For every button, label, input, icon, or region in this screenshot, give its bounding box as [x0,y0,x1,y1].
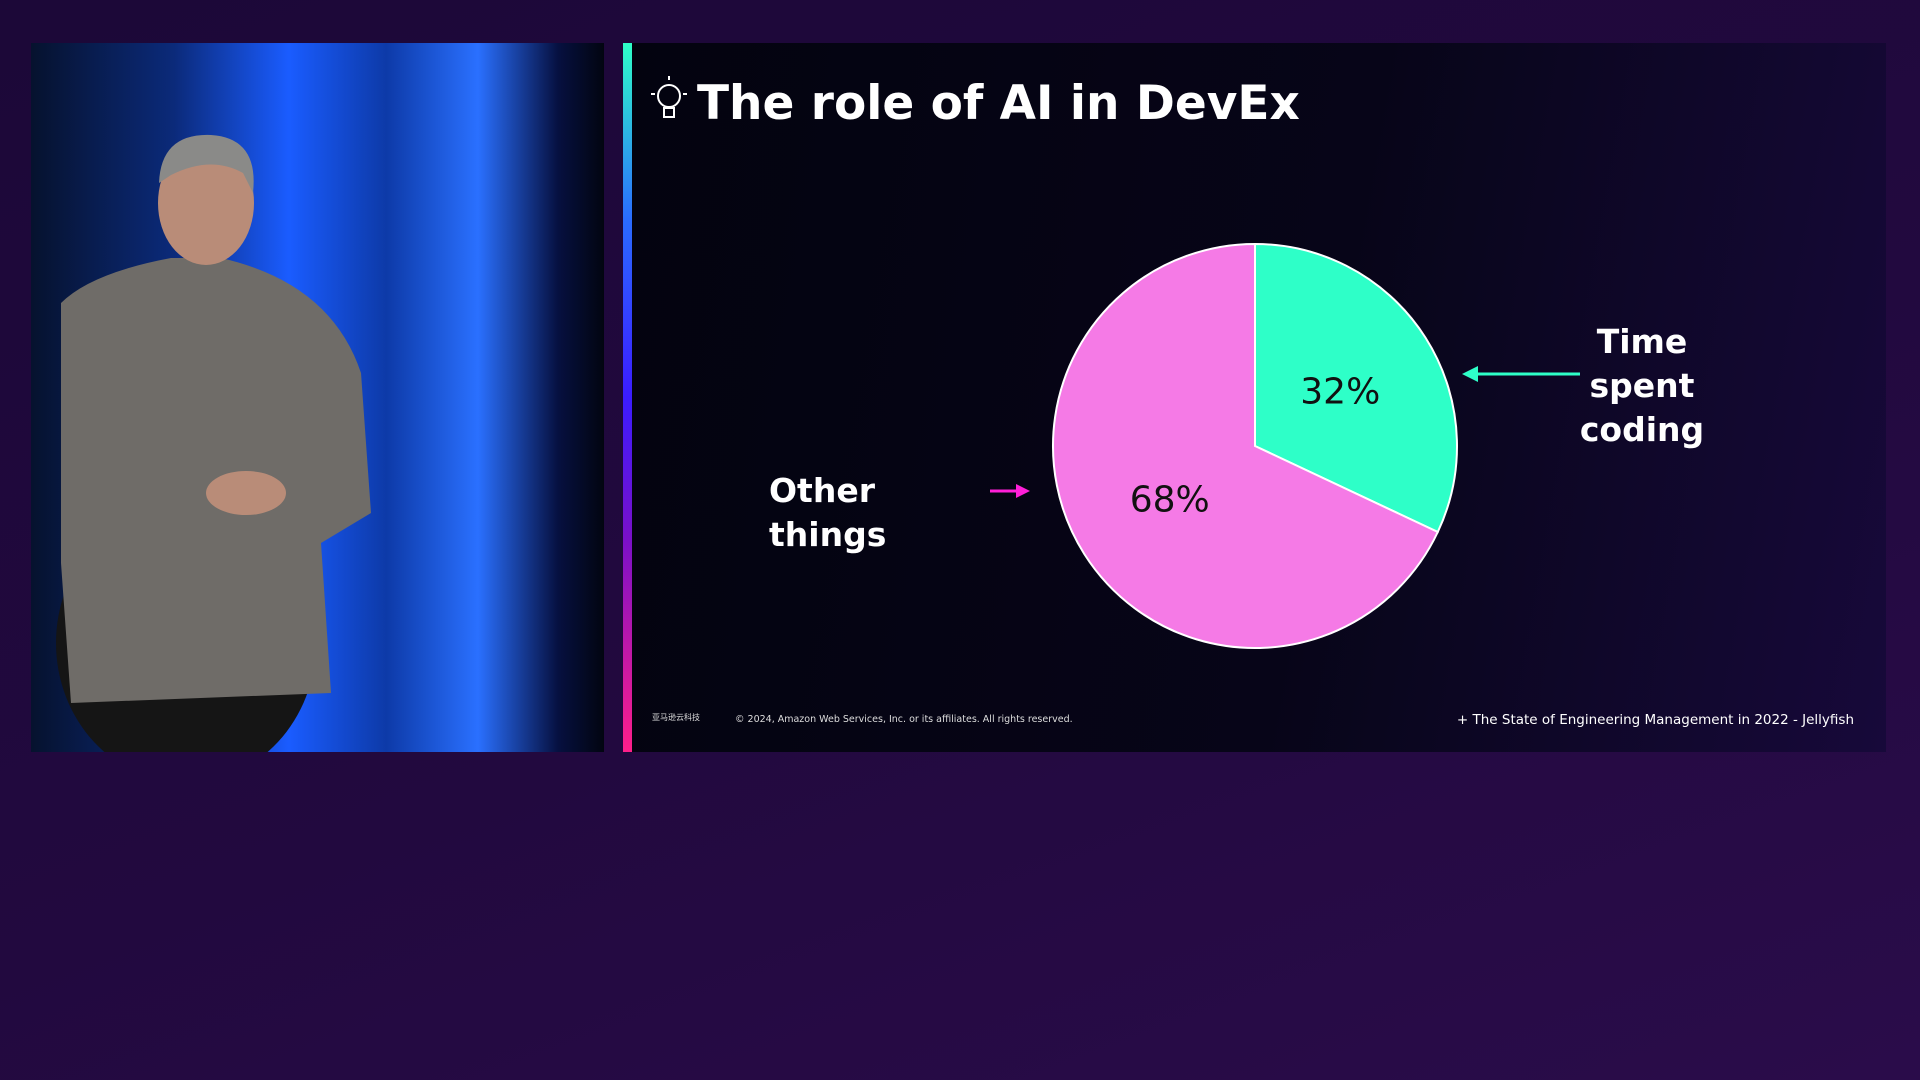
pie-slice [1254,242,1458,534]
speaker-figure [56,134,371,752]
arrow-head [1462,366,1478,382]
category-label: Time spent coding [1579,322,1705,449]
value-label: 32% [1300,371,1381,413]
copyright: © 2024, Amazon Web Services, Inc. or its… [735,714,1073,725]
accent-bar [623,43,632,752]
speaker-video [31,43,604,752]
slide-title: The role of AI in DevEx [697,76,1300,131]
arrow-head [1016,484,1030,498]
logo: 亚马逊云科技 [652,713,700,722]
pie-slice [1052,242,1440,649]
bulb-icon [651,76,687,118]
category-label: Other things [769,471,887,554]
source-note: + The State of Engineering Management in… [1456,712,1854,728]
value-label: 68% [1129,479,1210,521]
